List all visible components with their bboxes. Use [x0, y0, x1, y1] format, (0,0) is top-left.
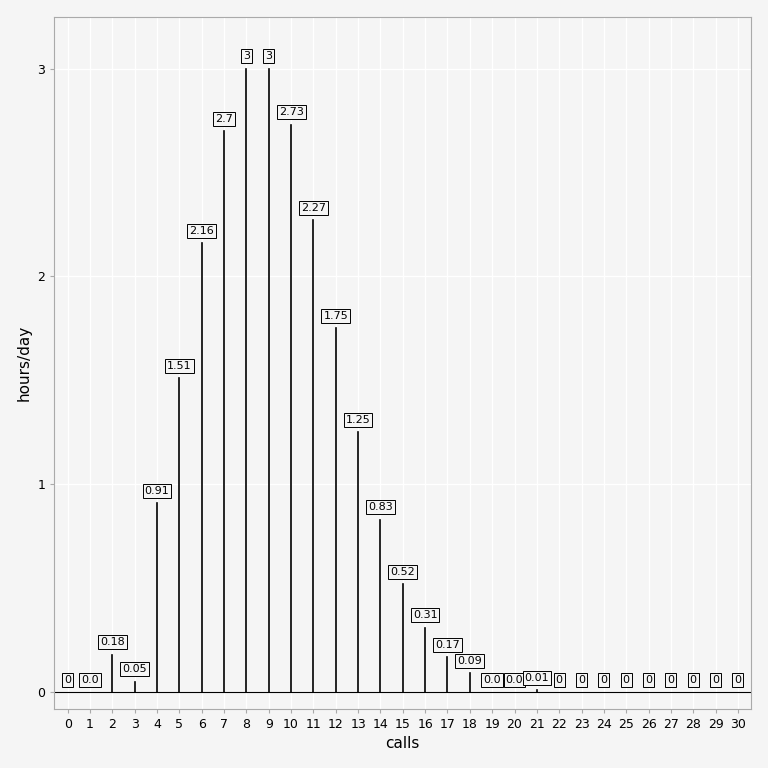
Text: 0: 0	[734, 675, 741, 685]
Text: 0: 0	[578, 675, 585, 685]
Text: 2.27: 2.27	[301, 203, 326, 213]
Text: 0.52: 0.52	[390, 567, 415, 577]
Text: 3: 3	[265, 51, 272, 61]
Text: 3: 3	[243, 51, 250, 61]
Y-axis label: hours/day: hours/day	[17, 325, 31, 401]
Text: 0.05: 0.05	[122, 664, 147, 674]
Text: 0.17: 0.17	[435, 640, 460, 650]
Text: 0: 0	[667, 675, 674, 685]
Text: 2.73: 2.73	[279, 108, 303, 118]
Text: 0.0: 0.0	[483, 675, 501, 685]
Text: 0.31: 0.31	[413, 611, 438, 621]
Text: 0.0: 0.0	[505, 675, 523, 685]
Text: 0: 0	[712, 675, 719, 685]
Text: 0.09: 0.09	[458, 656, 482, 666]
Text: 2.16: 2.16	[190, 226, 214, 236]
Text: 1.25: 1.25	[346, 415, 370, 425]
X-axis label: calls: calls	[386, 737, 420, 751]
Text: 0.0: 0.0	[81, 675, 99, 685]
Text: 0.91: 0.91	[144, 485, 170, 495]
Text: 0.01: 0.01	[525, 673, 549, 683]
Text: 0: 0	[690, 675, 697, 685]
Text: 0: 0	[556, 675, 563, 685]
Text: 2.7: 2.7	[215, 114, 233, 124]
Text: 0: 0	[65, 675, 71, 685]
Text: 0.83: 0.83	[368, 502, 392, 512]
Text: 0: 0	[623, 675, 630, 685]
Text: 1.75: 1.75	[323, 311, 348, 321]
Text: 0: 0	[601, 675, 607, 685]
Text: 1.51: 1.51	[167, 361, 192, 371]
Text: 0.18: 0.18	[100, 637, 124, 647]
Text: 0: 0	[645, 675, 652, 685]
